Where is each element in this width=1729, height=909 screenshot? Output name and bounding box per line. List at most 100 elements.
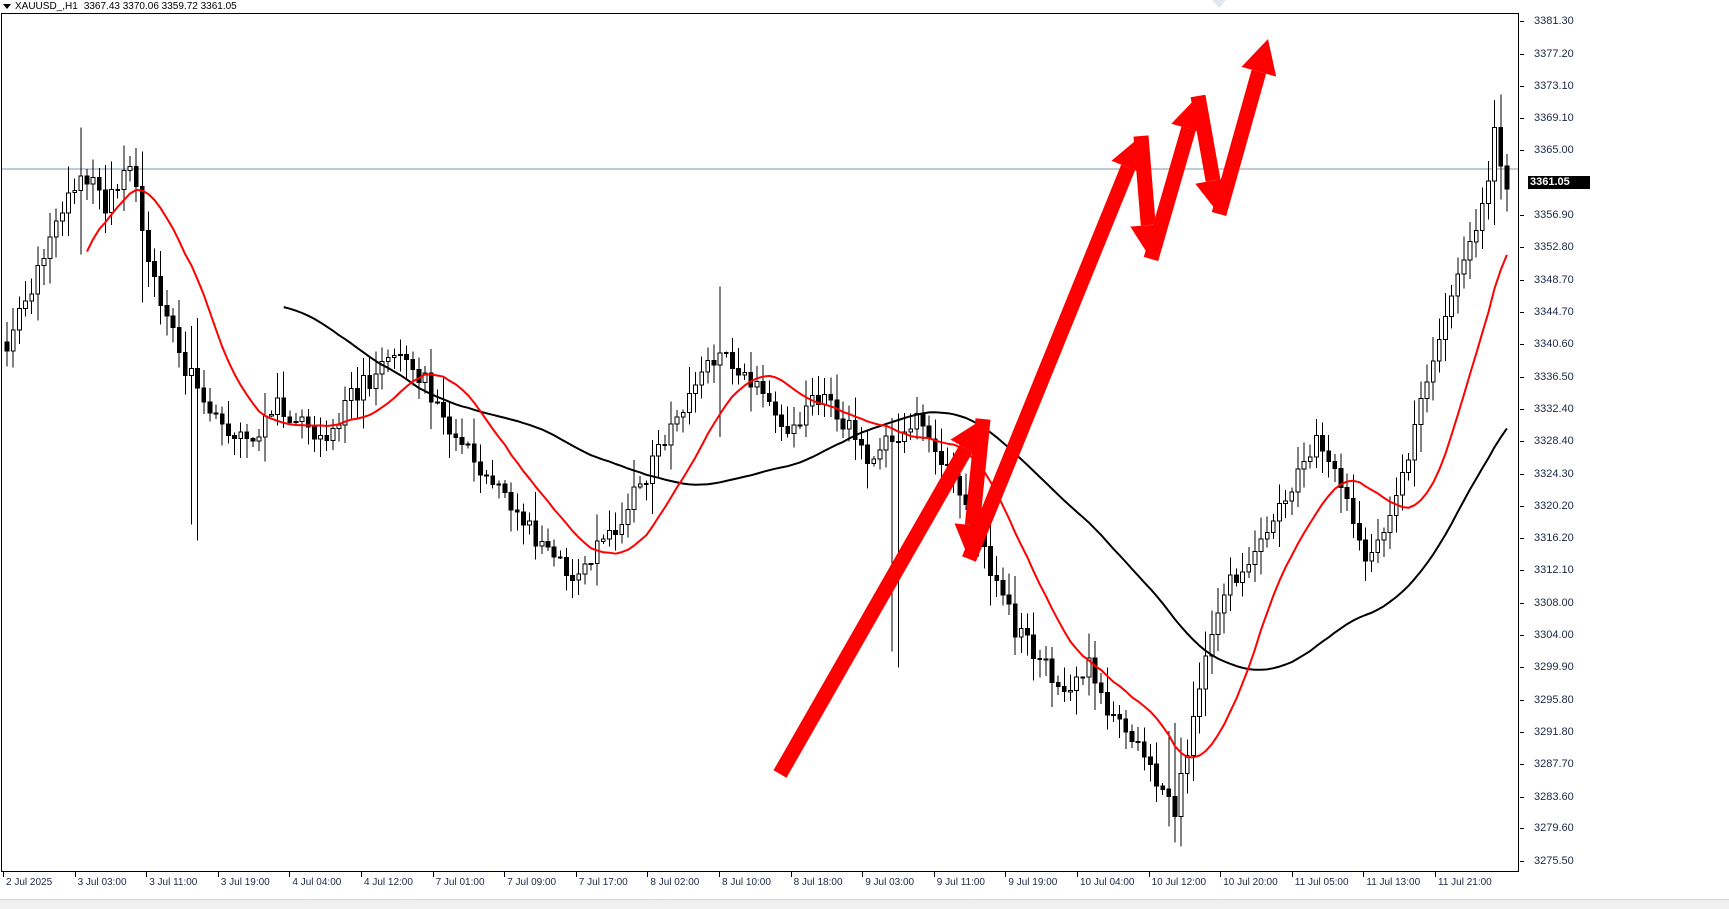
candle-body [355, 388, 360, 401]
price-axis-tick: 3332.40 [1520, 403, 1729, 416]
candle-body [262, 415, 268, 438]
chart-plot-area[interactable] [1, 13, 1519, 872]
candlestick-series [4, 94, 1510, 847]
candle-body [1166, 788, 1172, 798]
price-tick-label: 3352.80 [1534, 241, 1574, 254]
candle-body [1105, 692, 1110, 716]
tick-mark [1520, 731, 1524, 733]
candle-body [527, 520, 533, 526]
candle-body [1178, 772, 1184, 817]
time-tick-label: 4 Jul 04:00 [292, 877, 342, 888]
time-tick-label: 3 Jul 11:00 [149, 877, 198, 888]
candle-body [852, 419, 858, 441]
candle-body [127, 165, 133, 172]
candle-body [533, 520, 539, 547]
price-tick-label: 3299.90 [1534, 661, 1574, 674]
candle-body [103, 189, 108, 214]
candle-body [250, 438, 256, 442]
price-axis[interactable]: 3361.05 3381.30 3377.20 3373.10 3369.10 3365… [1520, 13, 1729, 872]
candle-body [650, 455, 655, 484]
candle-body [545, 540, 551, 548]
price-tick-label: 3291.80 [1534, 725, 1574, 738]
candle-body [1043, 658, 1049, 661]
candle-body [35, 264, 41, 295]
candle-body [1092, 657, 1098, 684]
tick-mark [1077, 872, 1078, 877]
candle-body [41, 257, 47, 266]
candle-body [195, 367, 200, 389]
horizontal-scrollbar[interactable] [0, 899, 1729, 909]
tick-mark [146, 872, 148, 877]
candle-body [176, 326, 182, 354]
candle-body [766, 393, 772, 403]
candle-body [742, 372, 748, 376]
candle-body [1025, 628, 1030, 636]
tick-mark [1291, 872, 1293, 877]
candle-body [1086, 657, 1092, 678]
tick-mark [1520, 441, 1524, 442]
candle-body [1160, 785, 1166, 790]
candle-body [1344, 486, 1350, 500]
candle-body [1498, 127, 1504, 167]
candle-body [47, 236, 53, 259]
candle-body [717, 352, 723, 366]
candle-body [957, 476, 963, 496]
price-tick-label: 3320.20 [1534, 500, 1574, 513]
candle-body [305, 416, 311, 428]
candle-body [152, 260, 157, 278]
candle-body [373, 373, 379, 390]
tick-mark [217, 872, 219, 877]
tick-mark [575, 872, 577, 877]
price-tick-label: 3377.20 [1534, 47, 1574, 60]
candle-body [1184, 754, 1190, 774]
candle-body [1061, 685, 1067, 693]
candle-body [576, 573, 582, 581]
candle-body [281, 397, 287, 418]
time-tick-label: 7 Jul 01:00 [435, 877, 485, 888]
price-axis-tick: 3291.80 [1520, 726, 1729, 739]
candle-body [1037, 658, 1043, 661]
price-tick-label: 3340.60 [1534, 338, 1574, 351]
candle-body [1141, 741, 1147, 758]
candle-body [1055, 682, 1061, 687]
candle-body [1467, 241, 1473, 261]
candle-body [1018, 628, 1024, 638]
candle-body [1350, 498, 1356, 524]
candle-body [330, 427, 336, 442]
price-axis-tick: 3275.50 [1520, 855, 1729, 868]
candle-body [207, 401, 213, 414]
price-axis-tick: 3356.90 [1520, 209, 1729, 222]
price-axis-tick: 3279.60 [1520, 822, 1729, 835]
candle-body [1209, 633, 1215, 657]
candle-body [1443, 316, 1448, 341]
candle-body [1424, 381, 1430, 399]
candle-body [422, 372, 428, 384]
arrow-shaft [1143, 126, 1196, 262]
candle-body [1289, 491, 1295, 502]
tick-mark [432, 872, 434, 877]
tick-mark [1520, 764, 1524, 766]
candle-body [1049, 658, 1055, 684]
candle-body [932, 438, 938, 453]
candle-body [521, 511, 526, 526]
time-tick-label: 9 Jul 19:00 [1008, 877, 1058, 888]
candle-body [1332, 461, 1338, 470]
candle-body [711, 360, 717, 366]
candle-body [514, 509, 520, 513]
candle-body [816, 395, 821, 405]
candle-body [1449, 295, 1454, 317]
price-tick-label: 3324.30 [1534, 467, 1574, 480]
price-axis-tick: 3328.40 [1520, 435, 1729, 448]
candle-body [4, 341, 10, 352]
price-axis-tick: 3295.80 [1520, 694, 1729, 707]
tick-mark [1520, 699, 1524, 701]
candle-body [435, 401, 440, 404]
candle-body [1320, 434, 1325, 452]
chevron-down-icon[interactable] [3, 4, 11, 9]
tick-mark [361, 872, 362, 877]
candle-body [293, 421, 299, 424]
candle-body [96, 177, 102, 191]
candle-body [1461, 259, 1467, 275]
candle-body [201, 387, 207, 403]
candle-body [680, 411, 686, 418]
